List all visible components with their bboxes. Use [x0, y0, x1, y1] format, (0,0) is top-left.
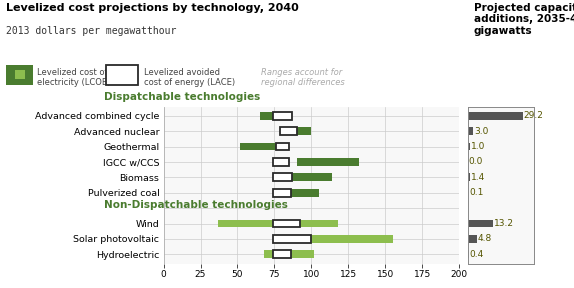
Bar [468, 143, 470, 150]
Bar [468, 220, 492, 227]
Bar [273, 189, 290, 197]
Bar [289, 189, 319, 197]
Bar [282, 235, 393, 243]
Text: Levelized avoided
cost of energy (LACE): Levelized avoided cost of energy (LACE) [144, 68, 235, 87]
Bar [290, 173, 332, 181]
Text: Levelized cost projections by technology, 2040: Levelized cost projections by technology… [6, 3, 298, 13]
Bar [264, 251, 315, 258]
Bar [273, 251, 290, 258]
Bar [468, 127, 474, 135]
Bar [273, 220, 300, 227]
Bar [468, 173, 471, 181]
Bar [286, 127, 311, 135]
Bar [273, 173, 292, 181]
Bar [218, 220, 338, 227]
Text: Levelized cost of
electricity (LCOE): Levelized cost of electricity (LCOE) [37, 68, 111, 87]
Text: Ranges account for
regional differences: Ranges account for regional differences [261, 68, 345, 87]
Bar [241, 143, 288, 150]
Bar [273, 235, 311, 243]
Text: Non-Dispatchable technologies: Non-Dispatchable technologies [104, 200, 288, 210]
Bar [273, 158, 289, 166]
Text: 0.1: 0.1 [469, 188, 483, 197]
Text: Projected capacity
additions, 2035-40
gigawatts: Projected capacity additions, 2035-40 gi… [474, 3, 574, 36]
Text: 3.0: 3.0 [474, 127, 489, 136]
Bar [273, 112, 292, 120]
Bar [280, 127, 297, 135]
Text: 13.2: 13.2 [494, 219, 514, 228]
Text: 1.0: 1.0 [471, 142, 485, 151]
Text: 0.0: 0.0 [469, 158, 483, 166]
Text: 0.4: 0.4 [470, 250, 484, 259]
Bar [276, 143, 289, 150]
Bar [468, 235, 477, 243]
Bar [468, 112, 523, 120]
Text: 2013 dollars per megawatthour: 2013 dollars per megawatthour [6, 26, 176, 36]
Text: 29.2: 29.2 [524, 111, 544, 120]
Text: 1.4: 1.4 [471, 173, 486, 182]
Text: Dispatchable technologies: Dispatchable technologies [104, 92, 261, 102]
Bar [259, 112, 289, 120]
Bar [297, 158, 359, 166]
Text: 4.8: 4.8 [478, 234, 492, 243]
